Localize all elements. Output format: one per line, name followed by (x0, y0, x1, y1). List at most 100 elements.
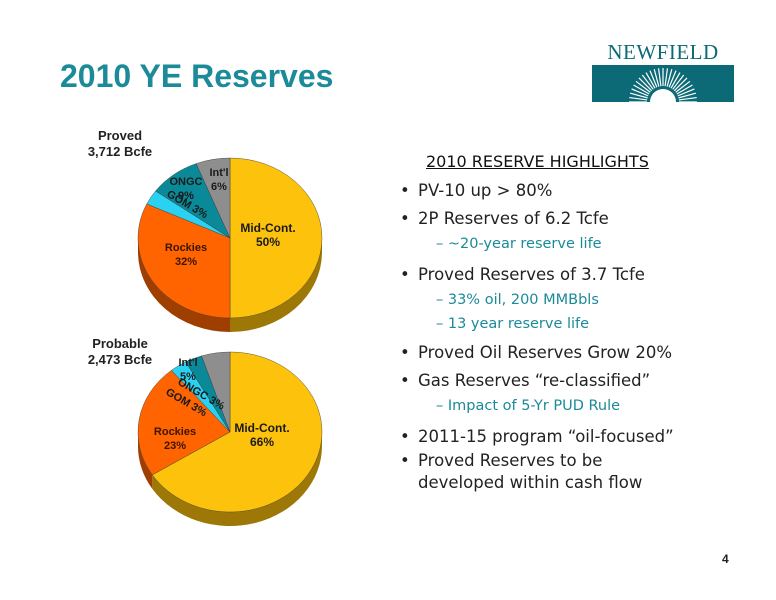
bullet-dot: • (400, 181, 410, 200)
bullet-dot: • (400, 265, 410, 284)
logo-ray (657, 68, 662, 87)
slice-label: Int'l 5% (178, 357, 197, 383)
sub-text: Impact of 5-Yr PUD Rule (447, 398, 621, 414)
logo-ray (678, 92, 696, 99)
logo-ray (645, 72, 656, 89)
highlight-subbullet: – ~20-year reserve life (436, 236, 602, 252)
logo-sunburst-icon (592, 65, 734, 102)
bullet-dot: • (400, 343, 410, 362)
sub-text: 13 year reserve life (447, 316, 590, 332)
highlight-subbullet: – 13 year reserve life (436, 316, 589, 332)
bullet-text: 2P Reserves of 6.2 Tcfe (418, 209, 609, 228)
logo-ray (676, 84, 693, 95)
sub-dash: – (436, 292, 448, 308)
bullet-text: Proved Reserves of 3.7 Tcfe (418, 265, 645, 284)
logo-ray (631, 88, 649, 97)
logo-ray (638, 77, 653, 92)
slice-label: Mid-Cont.66% (234, 421, 289, 449)
slice-label: Int'l 6% (209, 167, 228, 193)
logo-ray (666, 69, 673, 87)
slice-label: Rockies 23% (154, 426, 196, 452)
logo-ray (675, 80, 691, 93)
slice-value: 9% (178, 190, 194, 202)
bullet-dot: • (400, 209, 410, 228)
slice-label: ONGC 9% (170, 176, 203, 202)
slice-value: 5% (180, 371, 196, 383)
highlights-title: 2010 RESERVE HIGHLIGHTS (426, 152, 649, 171)
bullet-text: PV-10 up > 80% (418, 181, 553, 200)
pie-slice-intl (195, 157, 231, 239)
logo-ray (672, 74, 685, 90)
logo-ray (653, 69, 660, 87)
highlight-bullet: • Proved Reserves of 3.7 Tcfe (400, 264, 645, 286)
slice-value: 50% (256, 235, 280, 249)
pie-side-rockies (138, 238, 230, 332)
highlight-subbullet: – Impact of 5-Yr PUD Rule (436, 398, 620, 414)
logo-ray (633, 84, 650, 95)
slice-value: 23% (164, 440, 186, 452)
pie-slice-midcont (152, 351, 323, 513)
logo-ray (649, 70, 658, 88)
slice-value: 66% (250, 435, 274, 449)
bullet-dot: • (400, 427, 410, 446)
slice-name: Int'l (178, 357, 197, 369)
highlight-bullet: • Proved Oil Reserves Grow 20% (400, 342, 672, 364)
sub-text: 33% oil, 200 MMBbls (447, 292, 599, 308)
logo-ray (670, 72, 681, 89)
bullet-text: Gas Reserves “re-classified” (418, 371, 651, 390)
bullet-text: 2011-15 program “oil-focused” (418, 427, 674, 446)
sub-dash: – (436, 398, 448, 414)
slice-name: Mid-Cont. (234, 421, 289, 435)
highlight-continuation: developed within cash flow (418, 473, 643, 492)
proved-title: Proved (97, 128, 143, 143)
slice-value: 6% (211, 181, 227, 193)
sub-text: ~20-year reserve life (447, 236, 602, 252)
slice-name: Int'l (209, 167, 228, 179)
slice-name: Rockies (154, 426, 196, 438)
highlight-bullet: • PV-10 up > 80% (400, 180, 552, 202)
pie-side-midcont (230, 238, 322, 332)
proved-subtitle: 3,712 Bcfe (87, 144, 153, 159)
bullet-text: Proved Oil Reserves Grow 20% (418, 343, 673, 362)
slice-label: Mid-Cont.50% (240, 221, 295, 249)
logo-ray (673, 77, 688, 92)
logo-ray (629, 96, 648, 101)
sub-dash: – (436, 236, 448, 252)
logo-ray (641, 74, 654, 90)
slice-name: ONGC (170, 176, 203, 188)
slice-name: Mid-Cont. (240, 221, 295, 235)
slide-title: 2010 YE Reserves (60, 58, 334, 94)
pie-slice-rockies (137, 203, 231, 319)
pie-slice-intl (201, 351, 231, 433)
logo-ray (678, 96, 697, 101)
probable-subtitle: 2,473 Bcfe (87, 352, 153, 367)
highlight-bullet: • Proved Reserves to be (400, 450, 602, 472)
highlight-bullet: • Gas Reserves “re-classified” (400, 370, 650, 392)
probable-chart-title: Probable 2,473 Bcfe (78, 336, 162, 368)
bullet-dot: • (400, 451, 410, 470)
pie-slice-midcont (229, 157, 323, 319)
pie-slice-rockies (137, 370, 231, 476)
probable-title: Probable (92, 336, 148, 351)
logo-ray (677, 88, 695, 97)
slice-label: Rockies 32% (165, 242, 207, 268)
logo-wordmark: NEWFIELD (607, 40, 719, 64)
logo-ray (664, 68, 669, 87)
slice-value: 32% (175, 256, 197, 268)
page-number: 4 (722, 552, 729, 566)
sub-dash: – (436, 316, 448, 332)
pie-side-midcont (152, 432, 322, 526)
pie-side-rockies (138, 432, 153, 489)
slice-name: Rockies (165, 242, 207, 254)
highlight-bullet: • 2011-15 program “oil-focused” (400, 426, 674, 448)
bullet-dot: • (400, 371, 410, 390)
logo-ray (635, 80, 651, 93)
proved-chart-title: Proved 3,712 Bcfe (78, 128, 162, 160)
logo-ray (630, 92, 648, 99)
logo-ray (668, 70, 677, 88)
highlight-bullet: • 2P Reserves of 6.2 Tcfe (400, 208, 609, 230)
newfield-logo: NEWFIELD (592, 40, 734, 102)
highlight-subbullet: – 33% oil, 200 MMBbls (436, 292, 599, 308)
bullet-text: Proved Reserves to be (418, 451, 603, 470)
